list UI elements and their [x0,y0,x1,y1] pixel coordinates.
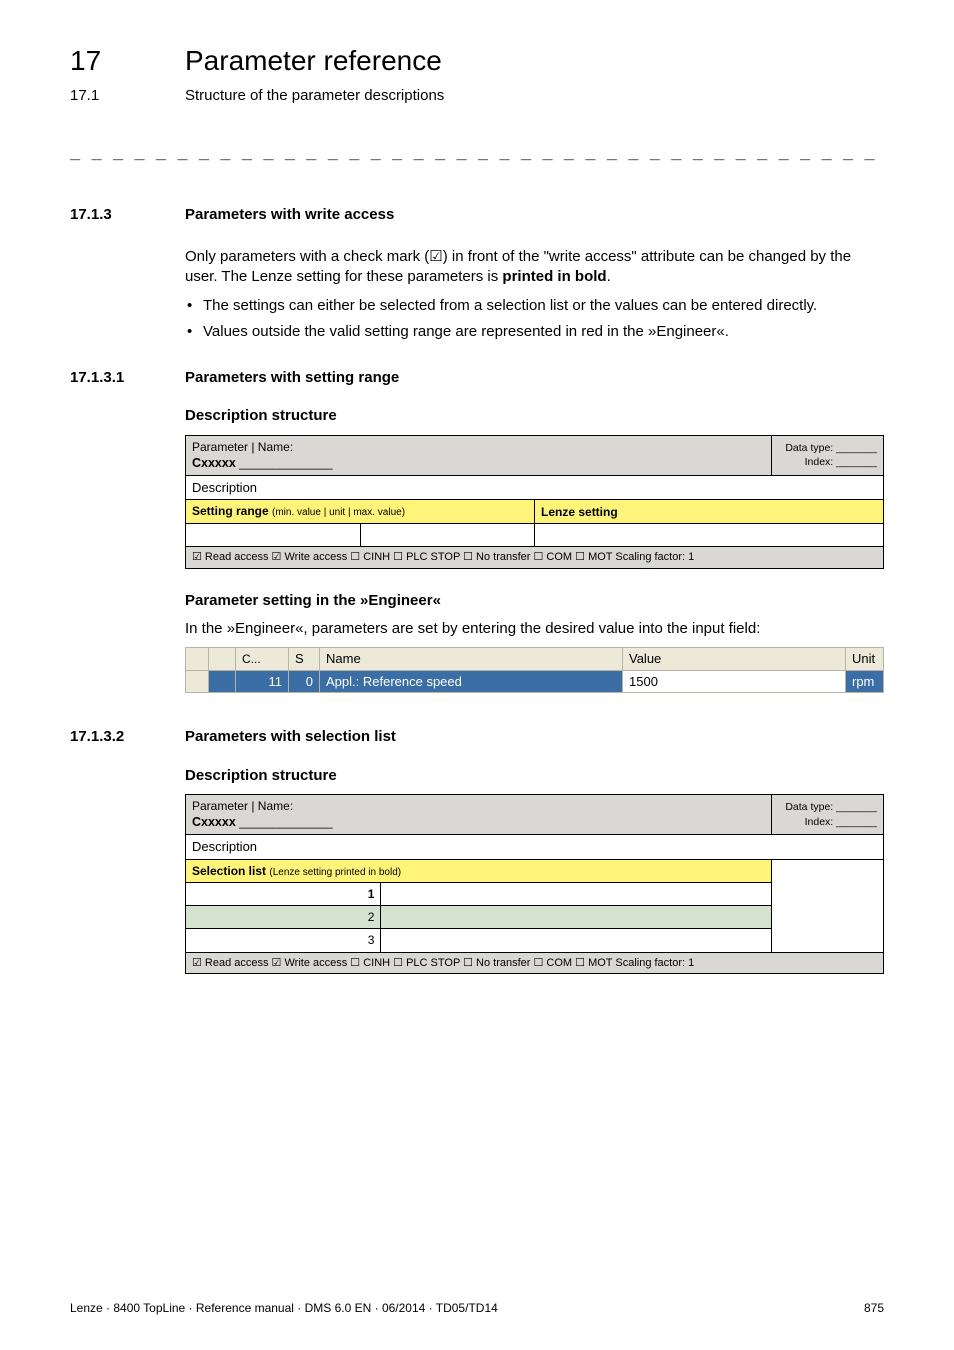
section-number: 17.1 [70,86,185,106]
subsection-number: 17.1.3.2 [70,727,185,747]
param-underline: ______________ [239,815,332,829]
param-name-label: Parameter | Name: [192,799,293,813]
bullet-1: The settings can either be selected from… [203,296,884,316]
description-table-selection-list: Parameter | Name: Cxxxxx ______________ … [185,794,884,975]
engineer-setting-para: In the »Engineer«, parameters are set by… [185,619,884,639]
description-cell: Description [186,475,884,500]
subsection-title: Parameters with setting range [185,368,399,388]
cell-unit: rpm [846,670,884,693]
access-footer: ☑ Read access ☑ Write access ☐ CINH ☐ PL… [186,547,884,569]
write-access-paragraph: Only parameters with a check mark (☑) in… [185,247,884,288]
para-bold: printed in bold [502,268,606,285]
chapter-header: 17 Parameter reference [70,42,884,80]
grip-icon [186,648,209,671]
subsection-title: Parameters with selection list [185,727,396,747]
grip-icon [186,670,209,693]
param-code: Cxxxxx [192,456,236,470]
selection-list-label: Selection list [192,864,269,878]
setting-range-small: (min. value | unit | max. value) [272,507,405,518]
engineer-table: C... S Name Value Unit 11 0 Appl.: Refer… [185,647,884,693]
chapter-number: 17 [70,42,185,80]
subsection-17-1-3: 17.1.3 Parameters with write access [70,205,884,225]
description-table-setting-range: Parameter | Name: Cxxxxx ______________ … [185,435,884,569]
col-c: C... [236,648,289,671]
col-unit: Unit [846,648,884,671]
index-label: Index: _______ [805,816,877,828]
col-s: S [289,648,320,671]
data-type-label: Data type: _______ [785,801,877,813]
selection-list-small: (Lenze setting printed in bold) [269,867,401,878]
col-blank [209,648,236,671]
index-label: Index: _______ [805,456,877,468]
section-header: 17.1 Structure of the parameter descript… [70,86,884,106]
footer-left: Lenze · 8400 TopLine · Reference manual … [70,1300,498,1316]
write-access-bullets: The settings can either be selected from… [185,296,884,343]
cell-s: 0 [289,670,320,693]
separator-dashes: _ _ _ _ _ _ _ _ _ _ _ _ _ _ _ _ _ _ _ _ … [70,140,884,163]
cell-c: 11 [236,670,289,693]
chapter-title: Parameter reference [185,42,442,80]
data-type-label: Data type: _______ [785,442,877,454]
param-name-label: Parameter | Name: [192,440,293,454]
param-underline: ______________ [239,456,332,470]
engineer-table-row: 11 0 Appl.: Reference speed 1500 rpm [186,670,884,693]
selection-row-3: 3 [186,929,381,952]
col-name: Name [320,648,623,671]
subsection-17-1-3-2: 17.1.3.2 Parameters with selection list [70,727,884,747]
cell-blank [209,670,236,693]
page-footer: Lenze · 8400 TopLine · Reference manual … [70,1300,884,1316]
engineer-table-header: C... S Name Value Unit [186,648,884,671]
engineer-setting-heading: Parameter setting in the »Engineer« [185,591,884,611]
lenze-setting-label: Lenze setting [541,505,618,519]
selection-row-2: 2 [186,906,381,929]
subsection-number: 17.1.3.1 [70,368,185,388]
footer-page-number: 875 [864,1300,884,1316]
col-value: Value [623,648,846,671]
para-text-c: . [607,268,611,285]
subsection-title: Parameters with write access [185,205,394,225]
setting-range-label: Setting range [192,504,272,518]
description-structure-heading: Description structure [185,766,884,786]
description-cell: Description [186,835,884,860]
cell-name: Appl.: Reference speed [320,670,623,693]
selection-row-1: 1 [186,883,381,906]
subsection-17-1-3-1: 17.1.3.1 Parameters with setting range [70,368,884,388]
param-code: Cxxxxx [192,815,236,829]
subsection-number: 17.1.3 [70,205,185,225]
para-text-a: Only parameters with a check mark ( [185,248,429,265]
checkbox-glyph: ☑ [429,248,442,265]
section-title: Structure of the parameter descriptions [185,86,444,106]
cell-value[interactable]: 1500 [623,670,846,693]
bullet-2: Values outside the valid setting range a… [203,322,884,342]
description-structure-heading: Description structure [185,406,884,426]
access-footer: ☑ Read access ☑ Write access ☐ CINH ☐ PL… [186,952,884,974]
